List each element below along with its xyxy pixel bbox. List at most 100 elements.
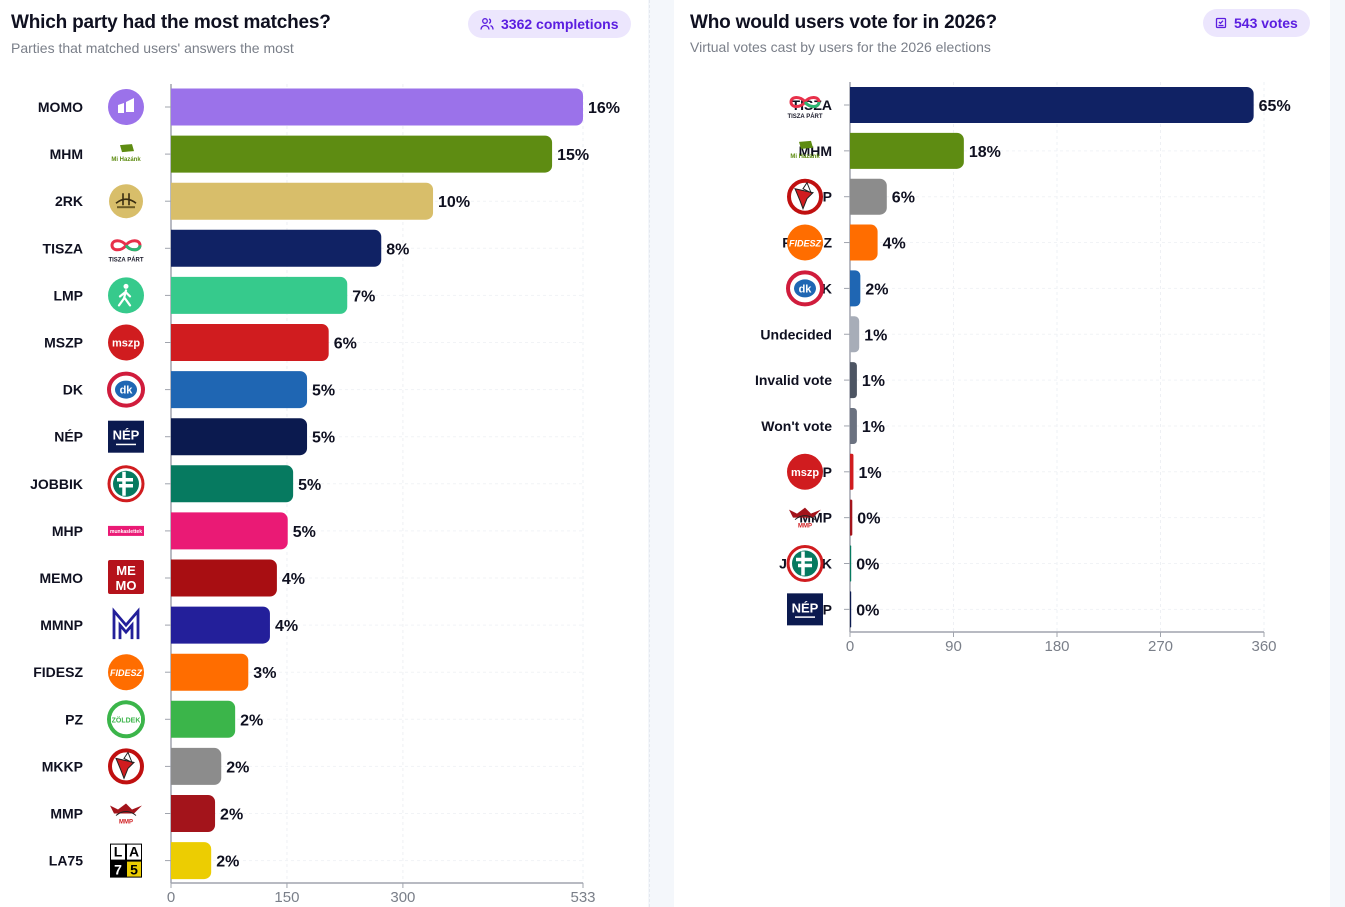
x-tick-label: 180 [1044, 638, 1069, 655]
data-label: 4% [275, 618, 298, 635]
category-label: MEMO [39, 570, 83, 586]
category-label: MHM [50, 146, 83, 162]
mkkp-logo [108, 748, 144, 785]
data-label: 7% [352, 288, 375, 305]
x-tick-label: 270 [1148, 638, 1173, 655]
bar[interactable] [170, 324, 329, 361]
data-label: 4% [883, 236, 906, 253]
data-label: 65% [1259, 98, 1291, 115]
data-label: 1% [864, 327, 887, 344]
bar[interactable] [850, 87, 1254, 123]
bar[interactable] [850, 178, 887, 215]
matches-chart-title: Which party had the most matches? [11, 12, 331, 33]
bar[interactable] [170, 182, 434, 220]
category-label: MHP [52, 523, 83, 539]
mszp-logo: mszp [787, 453, 823, 490]
tisza-logo: TISZA PÁRT [787, 96, 823, 120]
bar[interactable] [171, 842, 212, 880]
category-label: JOBBIK [30, 476, 83, 492]
panel-divider [649, 0, 651, 907]
bar[interactable] [850, 453, 854, 490]
svg-text:TISZA PÁRT: TISZA PÁRT [787, 113, 822, 120]
bar[interactable] [850, 132, 964, 169]
bar[interactable] [171, 512, 288, 550]
mmp-logo: MMP [110, 803, 142, 826]
category-label: 2RK [55, 193, 83, 209]
bar[interactable] [850, 316, 860, 353]
completions-count: 3362 completions [501, 16, 619, 32]
x-tick-label: 150 [274, 889, 299, 906]
jobbik-logo [786, 545, 824, 582]
memo-logo: MEMO [108, 560, 144, 594]
votes-chart-subtitle: Virtual votes cast by users for the 2026… [690, 39, 991, 55]
mi-hazank-logo: Mi Hazánk [111, 144, 141, 163]
bar[interactable] [171, 747, 222, 785]
category-label: MMNP [40, 617, 83, 633]
mmnp-logo [112, 607, 140, 640]
2rk-logo [109, 184, 143, 219]
category-label: PZ [65, 711, 83, 727]
x-tick-label: 0 [167, 889, 175, 906]
completions-badge: 3362 completions [468, 10, 631, 38]
data-label: 2% [216, 854, 239, 871]
data-label: 5% [312, 430, 335, 447]
category-label: MKKP [42, 758, 83, 774]
data-label: 0% [856, 557, 879, 574]
bar[interactable] [171, 276, 348, 314]
bar[interactable] [850, 270, 861, 307]
x-tick-label: 360 [1251, 638, 1276, 655]
bar[interactable] [171, 465, 294, 503]
jobbik-logo [107, 465, 145, 503]
bar[interactable] [850, 362, 857, 399]
svg-text:MO: MO [116, 578, 137, 593]
data-label: 2% [226, 759, 249, 776]
svg-text:ZÖLDEK: ZÖLDEK [112, 715, 141, 724]
bar[interactable] [171, 700, 236, 738]
ballot-box-icon [1215, 17, 1227, 29]
svg-text:NÉP: NÉP [792, 600, 819, 615]
x-tick-label: 300 [390, 889, 415, 906]
fidesz-logo: FIDESZ [787, 224, 823, 261]
mi-hazank-logo: Mi Hazánk [790, 140, 820, 160]
bar[interactable] [171, 229, 382, 267]
users-icon [480, 17, 494, 31]
svg-text:ME: ME [116, 563, 136, 578]
bar[interactable] [171, 795, 216, 832]
bar[interactable] [850, 591, 852, 628]
bar[interactable] [171, 418, 308, 456]
data-label: 18% [969, 144, 1001, 161]
bar[interactable] [171, 653, 249, 691]
svg-text:FIDESZ: FIDESZ [789, 239, 822, 249]
bar[interactable] [171, 88, 584, 126]
bar[interactable] [850, 499, 853, 536]
data-label: 10% [438, 194, 470, 211]
matches-chart-subtitle: Parties that matched users' answers the … [11, 40, 294, 56]
nep-logo: NÉP [108, 420, 144, 453]
data-label: 0% [856, 602, 879, 619]
bar[interactable] [171, 606, 270, 644]
data-label: 4% [282, 571, 305, 588]
data-label: 5% [312, 383, 335, 400]
data-label: 8% [386, 241, 409, 258]
svg-text:5: 5 [130, 862, 138, 878]
bar[interactable] [850, 224, 878, 261]
votes-badge: 543 votes [1203, 9, 1310, 37]
bar[interactable] [171, 559, 277, 597]
mhp-logo: munkaslettek [108, 525, 144, 536]
dk-logo: dk [107, 371, 145, 408]
x-tick-label: 533 [570, 889, 595, 906]
la75-logo: L A7 5 [110, 843, 142, 878]
bar[interactable] [850, 545, 852, 582]
data-label: 0% [857, 511, 880, 528]
x-tick-label: 90 [945, 638, 962, 655]
bar[interactable] [171, 135, 553, 173]
category-label: Won't vote [761, 418, 832, 434]
category-label: LMP [53, 287, 83, 303]
x-tick-label: 0 [846, 638, 854, 655]
category-label: MMP [50, 806, 83, 822]
pz-logo: ZÖLDEK [107, 700, 145, 739]
bar[interactable] [850, 407, 857, 444]
bar[interactable] [171, 371, 308, 409]
category-label: NÉP [54, 429, 83, 445]
